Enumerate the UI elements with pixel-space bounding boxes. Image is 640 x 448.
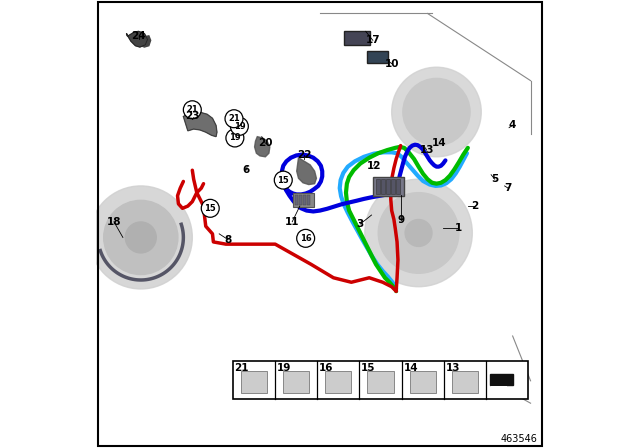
Polygon shape xyxy=(183,112,217,137)
FancyBboxPatch shape xyxy=(373,177,404,196)
FancyBboxPatch shape xyxy=(367,371,394,393)
Text: 19: 19 xyxy=(234,122,245,131)
Text: 3: 3 xyxy=(356,219,364,229)
Text: 10: 10 xyxy=(385,59,399,69)
Text: 1: 1 xyxy=(454,224,461,233)
FancyBboxPatch shape xyxy=(396,179,400,194)
Text: 21: 21 xyxy=(186,105,198,114)
Circle shape xyxy=(230,117,248,135)
Circle shape xyxy=(365,179,472,287)
Text: 15: 15 xyxy=(361,363,376,373)
Text: 6: 6 xyxy=(243,165,250,175)
Circle shape xyxy=(226,129,244,147)
Text: 13: 13 xyxy=(419,145,434,155)
Circle shape xyxy=(89,186,192,289)
Text: 9: 9 xyxy=(397,215,404,225)
FancyBboxPatch shape xyxy=(367,51,388,63)
Circle shape xyxy=(104,200,178,275)
Circle shape xyxy=(201,199,219,217)
Text: 5: 5 xyxy=(491,174,499,184)
FancyBboxPatch shape xyxy=(232,361,529,399)
Circle shape xyxy=(225,110,243,128)
FancyBboxPatch shape xyxy=(299,194,302,205)
Text: 463546: 463546 xyxy=(500,435,538,444)
Polygon shape xyxy=(490,374,513,385)
FancyBboxPatch shape xyxy=(294,194,298,205)
Text: 15: 15 xyxy=(277,176,289,185)
Text: 18: 18 xyxy=(107,217,121,227)
Circle shape xyxy=(275,171,292,189)
Text: 12: 12 xyxy=(367,161,381,171)
Polygon shape xyxy=(297,158,316,185)
Text: 17: 17 xyxy=(365,35,380,45)
FancyBboxPatch shape xyxy=(292,193,314,207)
FancyBboxPatch shape xyxy=(325,371,351,393)
FancyBboxPatch shape xyxy=(381,179,385,194)
FancyBboxPatch shape xyxy=(391,179,395,194)
Text: 15: 15 xyxy=(204,204,216,213)
Text: 2: 2 xyxy=(471,201,478,211)
Text: 4: 4 xyxy=(509,121,516,130)
Text: 21: 21 xyxy=(228,114,240,123)
Text: 21: 21 xyxy=(234,363,249,373)
Text: 8: 8 xyxy=(225,235,232,245)
Text: 19: 19 xyxy=(229,134,241,142)
FancyBboxPatch shape xyxy=(452,371,478,393)
Text: 24: 24 xyxy=(131,31,146,41)
Circle shape xyxy=(403,78,470,146)
Circle shape xyxy=(183,101,201,119)
Text: 16: 16 xyxy=(319,363,333,373)
Circle shape xyxy=(125,222,156,253)
Circle shape xyxy=(405,220,432,246)
Polygon shape xyxy=(255,137,270,157)
FancyBboxPatch shape xyxy=(376,179,380,194)
Text: 16: 16 xyxy=(300,234,312,243)
Text: 19: 19 xyxy=(276,363,291,373)
Circle shape xyxy=(297,229,315,247)
FancyBboxPatch shape xyxy=(410,371,436,393)
Polygon shape xyxy=(138,36,150,47)
Circle shape xyxy=(378,193,459,273)
FancyBboxPatch shape xyxy=(344,31,370,45)
FancyBboxPatch shape xyxy=(283,371,309,393)
Text: 7: 7 xyxy=(504,183,512,193)
Text: 23: 23 xyxy=(185,112,200,121)
FancyBboxPatch shape xyxy=(386,179,390,194)
FancyBboxPatch shape xyxy=(303,194,306,205)
Text: 14: 14 xyxy=(431,138,446,148)
Text: 14: 14 xyxy=(403,363,418,373)
FancyBboxPatch shape xyxy=(491,386,508,394)
Text: 11: 11 xyxy=(285,217,300,227)
Text: 22: 22 xyxy=(297,150,312,159)
Text: 20: 20 xyxy=(258,138,273,148)
FancyBboxPatch shape xyxy=(307,194,310,205)
Circle shape xyxy=(392,67,481,157)
Polygon shape xyxy=(127,31,147,47)
FancyBboxPatch shape xyxy=(241,371,267,393)
Text: 13: 13 xyxy=(445,363,460,373)
